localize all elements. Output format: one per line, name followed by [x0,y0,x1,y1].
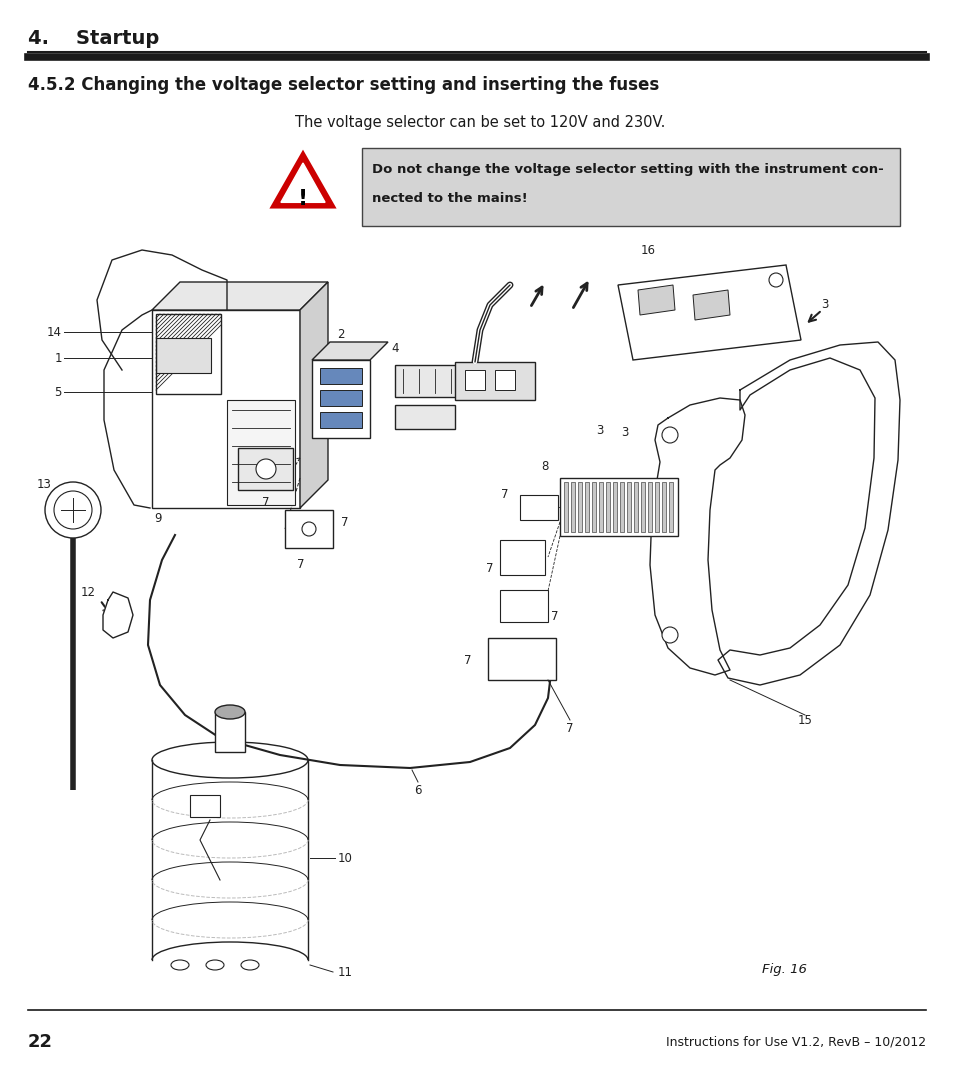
Text: 1: 1 [54,351,62,365]
Text: Do not change the voltage selector setting with the instrument con-: Do not change the voltage selector setti… [372,163,882,176]
Polygon shape [152,282,328,310]
Ellipse shape [241,960,258,970]
Text: 7: 7 [486,562,494,575]
Polygon shape [692,291,729,320]
Bar [227,400,294,505]
Bar [237,448,293,490]
Text: nected to the mains!: nected to the mains! [372,191,527,204]
Bar [455,362,535,400]
FancyBboxPatch shape [361,148,899,226]
Circle shape [302,522,315,536]
Bar [499,540,544,575]
Circle shape [54,491,91,529]
Bar [156,338,211,373]
Bar [619,482,623,532]
Text: 3: 3 [596,423,603,436]
Text: 8: 8 [540,460,548,473]
Circle shape [255,459,275,480]
Bar [584,482,588,532]
Bar [655,482,659,532]
Polygon shape [299,282,328,508]
Polygon shape [312,342,388,360]
Circle shape [768,273,782,287]
Text: 10: 10 [337,851,352,864]
Bar [661,482,665,532]
Bar [626,482,630,532]
Polygon shape [649,399,744,675]
Bar [464,370,484,390]
Polygon shape [638,285,675,315]
Bar [640,482,644,532]
Text: 7: 7 [262,496,270,509]
Bar [519,495,558,519]
Text: 4: 4 [391,341,398,354]
Text: 4.5.2 Changing the voltage selector setting and inserting the fuses: 4.5.2 Changing the voltage selector sett… [28,76,659,94]
Text: 6: 6 [414,783,421,797]
Polygon shape [718,342,899,685]
Bar [156,314,221,394]
Polygon shape [618,265,801,360]
Text: The voltage selector can be set to 120V and 230V.: The voltage selector can be set to 120V … [294,114,664,130]
Ellipse shape [214,705,245,719]
Bar [395,405,455,429]
Text: !: ! [297,189,308,210]
Bar [578,482,581,532]
Bar [152,310,299,508]
Bar [488,638,556,680]
Polygon shape [280,163,325,202]
Bar [592,482,596,532]
Bar [559,478,678,536]
Text: 16: 16 [639,243,655,256]
Circle shape [45,482,101,538]
Bar [571,482,575,532]
Bar [395,365,470,397]
Polygon shape [103,592,132,638]
Bar [634,482,638,532]
Text: 14: 14 [47,325,62,338]
Text: 9: 9 [154,512,162,525]
Ellipse shape [206,960,224,970]
Bar [285,510,333,548]
Text: 5: 5 [54,386,62,399]
Text: 7: 7 [464,653,471,666]
Bar [495,370,515,390]
Polygon shape [272,152,334,207]
Text: Fig. 16: Fig. 16 [761,963,806,976]
Text: 7: 7 [341,515,349,528]
Bar [312,360,370,438]
Ellipse shape [171,960,189,970]
Text: 22: 22 [28,1032,53,1051]
Bar [613,482,617,532]
Bar [319,411,361,428]
Bar [499,590,547,622]
Bar [214,712,245,752]
Text: 13: 13 [36,477,51,490]
Text: 2: 2 [337,327,344,340]
Bar [668,482,672,532]
Text: 7: 7 [297,557,304,570]
Text: 11: 11 [337,966,352,978]
Text: 12: 12 [80,586,95,599]
Text: 7: 7 [551,610,558,623]
Text: 15: 15 [797,714,812,727]
Bar [319,368,361,384]
Text: 7: 7 [500,488,508,501]
Bar [563,482,567,532]
Circle shape [661,427,678,443]
Circle shape [661,627,678,643]
Bar [605,482,609,532]
Bar [319,390,361,406]
Text: 4.    Startup: 4. Startup [28,28,159,48]
Text: 3: 3 [620,426,628,438]
Bar [647,482,651,532]
Text: 3: 3 [821,298,828,311]
Text: Instructions for Use V1.2, RevB – 10/2012: Instructions for Use V1.2, RevB – 10/201… [665,1036,925,1049]
Bar [190,795,220,816]
Bar [598,482,602,532]
Text: 7: 7 [566,721,573,734]
